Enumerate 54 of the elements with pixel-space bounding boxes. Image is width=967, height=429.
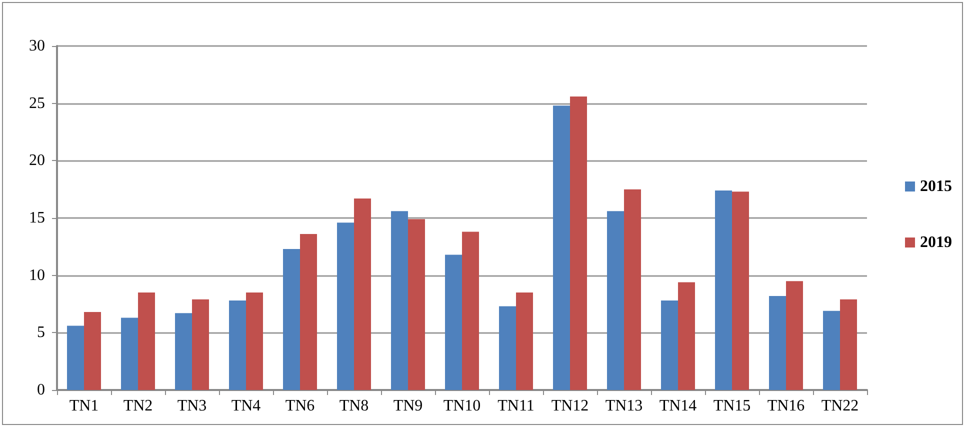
bar [138,292,155,390]
y-tick-label: 30 [29,38,45,54]
legend-label: 2015 [920,178,952,195]
bar [715,190,732,390]
bar [84,312,101,390]
x-tick-label: TN6 [285,398,315,414]
bar [624,189,641,390]
x-tick-label: TN22 [821,398,859,414]
x-tick-label: TN10 [443,398,481,414]
x-tick-label: TN8 [339,398,369,414]
bar [607,211,624,390]
x-tick-label: TN1 [69,398,99,414]
legend-label: 2019 [920,234,952,251]
bar [192,299,209,390]
bar [462,232,479,390]
x-tick-label: TN4 [231,398,261,414]
bar [786,281,803,390]
bar [67,326,84,390]
x-tick-label: TN3 [177,398,207,414]
y-tick-label: 0 [37,382,45,398]
bar [121,318,138,390]
bar [175,313,192,390]
x-tick-label: TN12 [551,398,589,414]
x-tick-label: TN11 [498,398,534,414]
x-tick-label: TN15 [713,398,751,414]
bar [337,222,354,390]
bar [246,292,263,390]
bar [391,211,408,390]
bar [516,292,533,390]
bar [678,282,695,390]
bar [732,192,749,390]
x-tick-label: TN9 [393,398,423,414]
x-tick-label: TN13 [605,398,643,414]
bar [823,310,840,390]
x-tick-label: TN14 [659,398,697,414]
x-tick-label: TN16 [767,398,805,414]
bar [354,198,371,390]
bar [840,299,857,390]
bar [300,234,317,390]
bar [570,96,587,390]
y-tick-label: 5 [37,324,45,342]
bar [229,300,246,390]
bar [553,106,570,390]
bar [445,254,462,390]
y-tick-label: 20 [29,152,45,170]
bar [283,248,300,390]
y-tick-label: 10 [29,266,45,284]
y-tick-label: 15 [29,210,45,226]
bar [769,296,786,390]
y-tick-label: 25 [29,94,45,112]
bar [408,219,425,390]
x-tick-label: TN2 [123,398,153,414]
bar [661,300,678,390]
bar [499,306,516,390]
